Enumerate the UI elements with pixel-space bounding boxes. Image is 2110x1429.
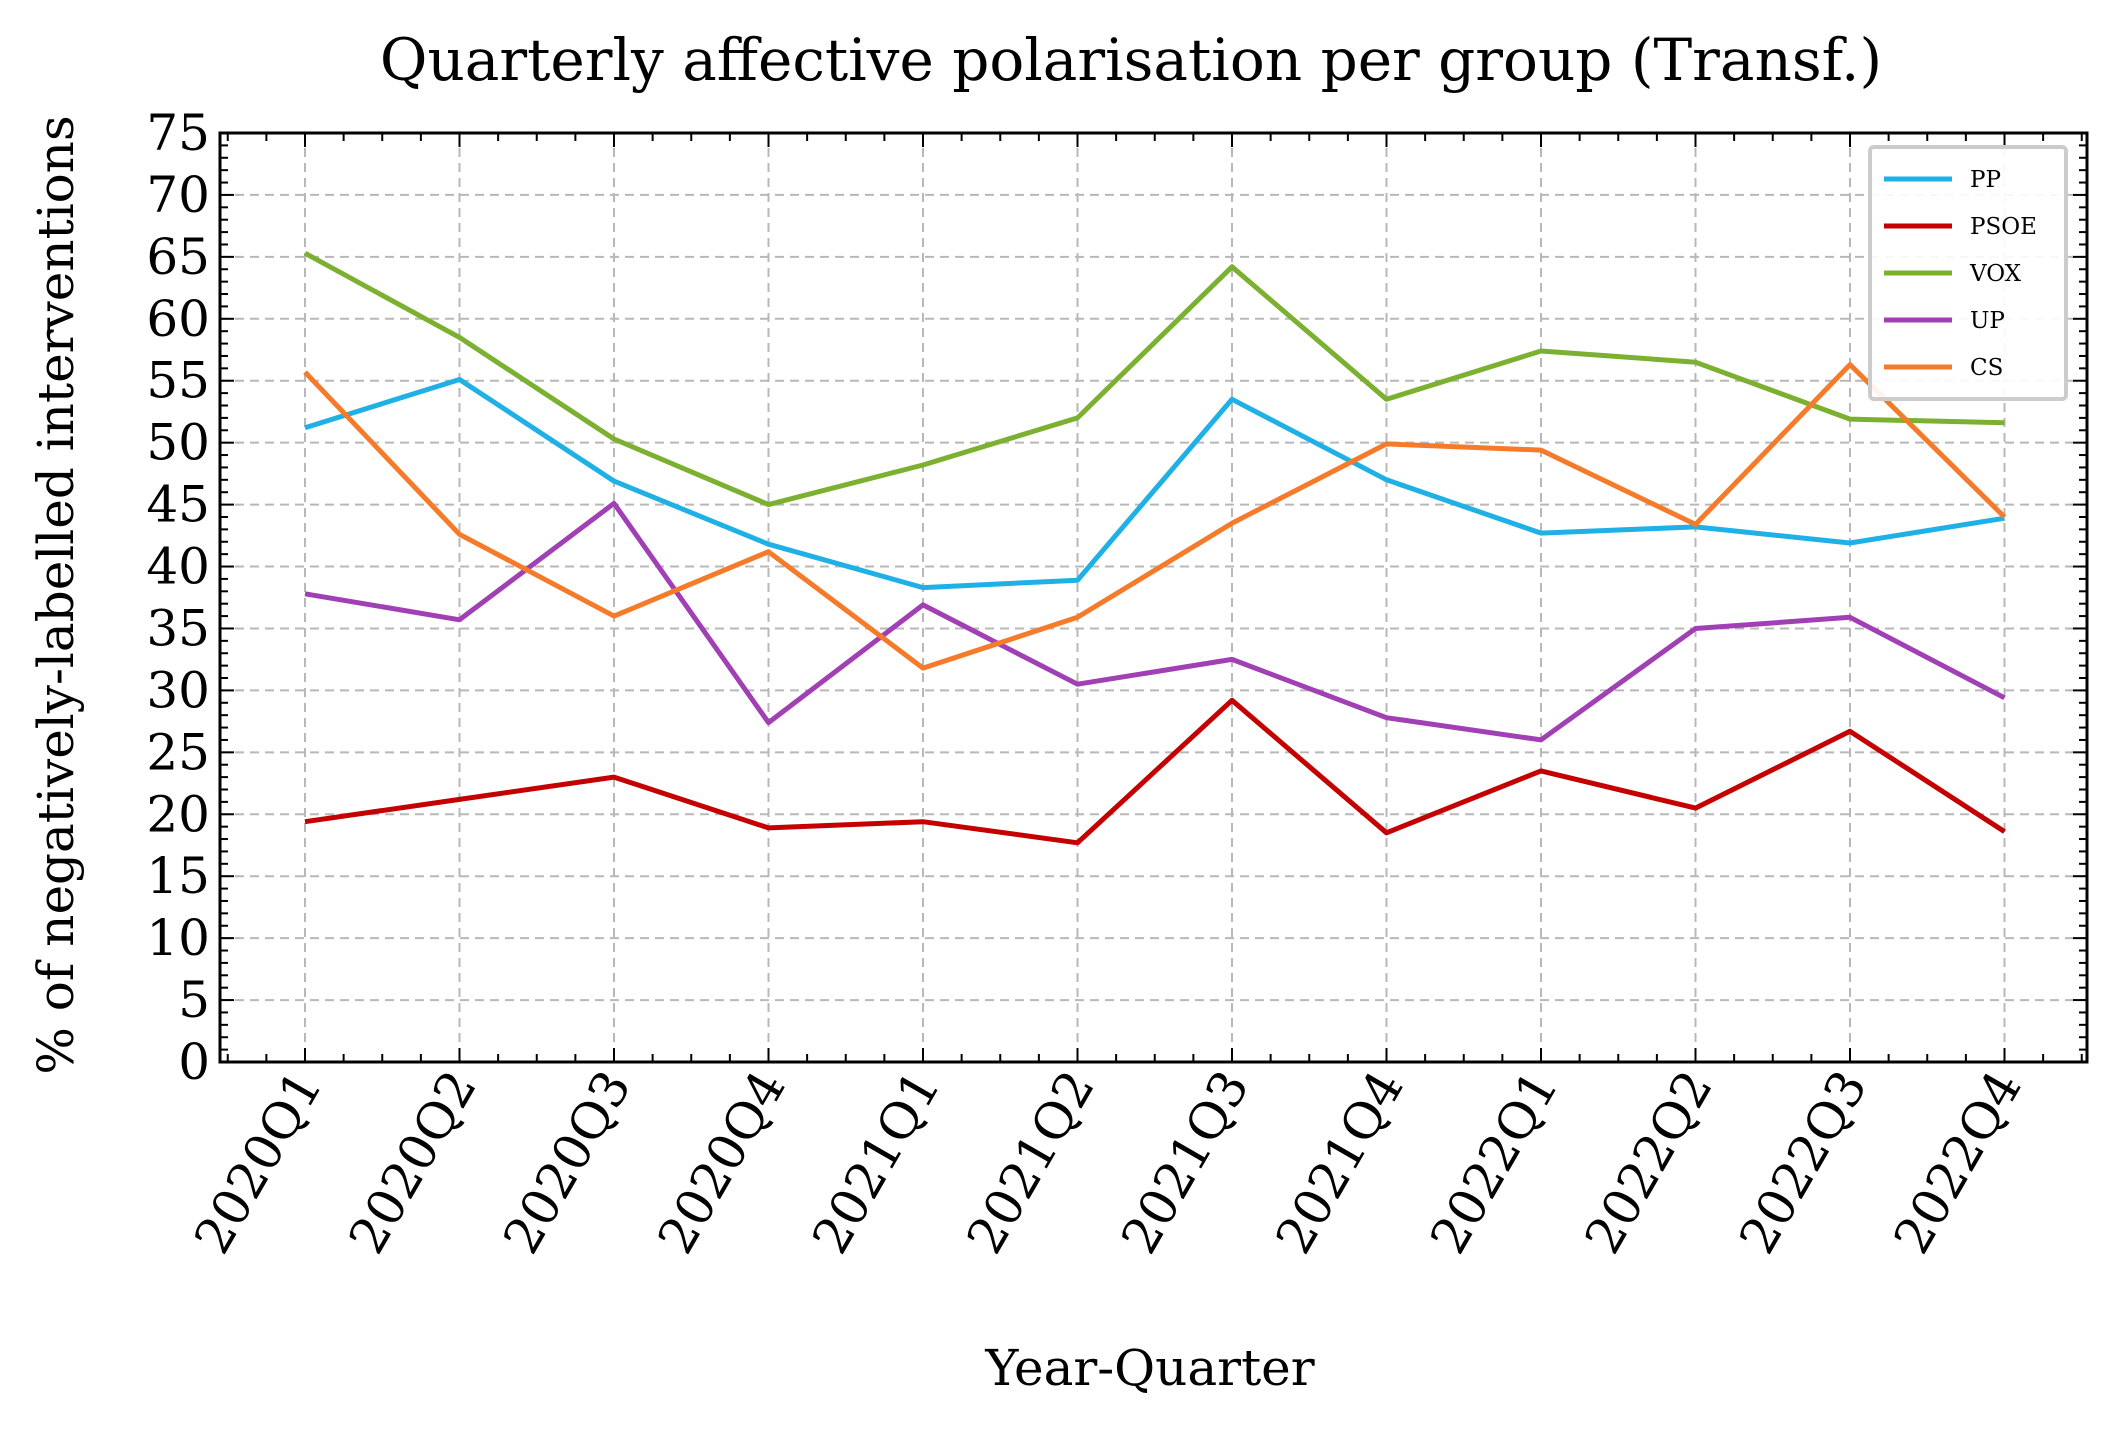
y-tick-label: 75	[146, 104, 210, 162]
y-tick-label: 35	[146, 599, 210, 657]
plot-area	[220, 133, 2087, 1062]
y-tick-label: 25	[146, 723, 210, 781]
x-tick-label: 2020Q1	[183, 1061, 333, 1263]
x-tick-label: 2022Q4	[1883, 1061, 2033, 1263]
x-axis-label: Year-Quarter	[984, 1339, 1314, 1397]
plot-frame	[218, 131, 2089, 1064]
x-tick-labels: 2020Q1 2020Q2 2020Q3 2020Q4 2021Q1 2021Q2 2021…	[183, 1061, 2033, 1263]
series-layer	[303, 251, 2007, 846]
x-tick-label: 2021Q4	[1265, 1061, 1415, 1263]
x-tick-label: 2022Q3	[1728, 1061, 1878, 1263]
y-tick-label: 65	[146, 228, 210, 286]
series-line-pp	[304, 377, 2005, 591]
y-tick-label: 5	[178, 971, 210, 1029]
legend-label-cs: CS	[1970, 355, 2003, 381]
legend-label-up: UP	[1970, 308, 2005, 334]
y-tick-label: 30	[146, 661, 210, 719]
y-tick-label: 10	[146, 909, 210, 967]
x-tick-label: 2020Q2	[338, 1061, 488, 1263]
legend-label-pp: PP	[1970, 167, 2001, 193]
series-line-vox	[303, 251, 2005, 508]
y-tick-label: 20	[146, 785, 210, 843]
legend-box	[1868, 145, 2068, 401]
y-tick-label: 15	[146, 847, 210, 905]
x-tick-label: 2021Q3	[1110, 1061, 1260, 1263]
series-line-cs	[303, 362, 2007, 671]
legend: PP PSOE VOX UP CS	[1868, 145, 2068, 401]
y-tick-label: 50	[146, 414, 210, 472]
x-tick-label: 2020Q4	[647, 1061, 797, 1263]
x-tick-label: 2022Q1	[1419, 1061, 1569, 1263]
x-tick-label: 2020Q3	[492, 1061, 642, 1263]
x-tick-label: 2021Q1	[801, 1061, 951, 1263]
legend-label-vox: VOX	[1969, 261, 2022, 287]
y-tick-label: 40	[146, 538, 210, 596]
y-tick-label: 60	[146, 290, 210, 348]
chart-title: Quarterly affective polarisation per gro…	[380, 26, 1882, 94]
legend-label-psoe: PSOE	[1970, 214, 2037, 240]
plot-background	[220, 133, 2087, 1062]
series-line-psoe	[304, 697, 2006, 846]
y-axis-label: % of negatively-labelled interventions	[27, 115, 85, 1074]
y-tick-label: 55	[146, 352, 210, 410]
series-line-up	[304, 500, 2006, 743]
x-tick-label: 2021Q2	[956, 1061, 1106, 1263]
y-tick-label: 0	[178, 1033, 210, 1091]
x-tick-label: 2022Q2	[1574, 1061, 1724, 1263]
y-tick-label: 70	[146, 166, 210, 224]
axis-ticks	[218, 131, 2089, 1064]
y-tick-label: 45	[146, 476, 210, 534]
